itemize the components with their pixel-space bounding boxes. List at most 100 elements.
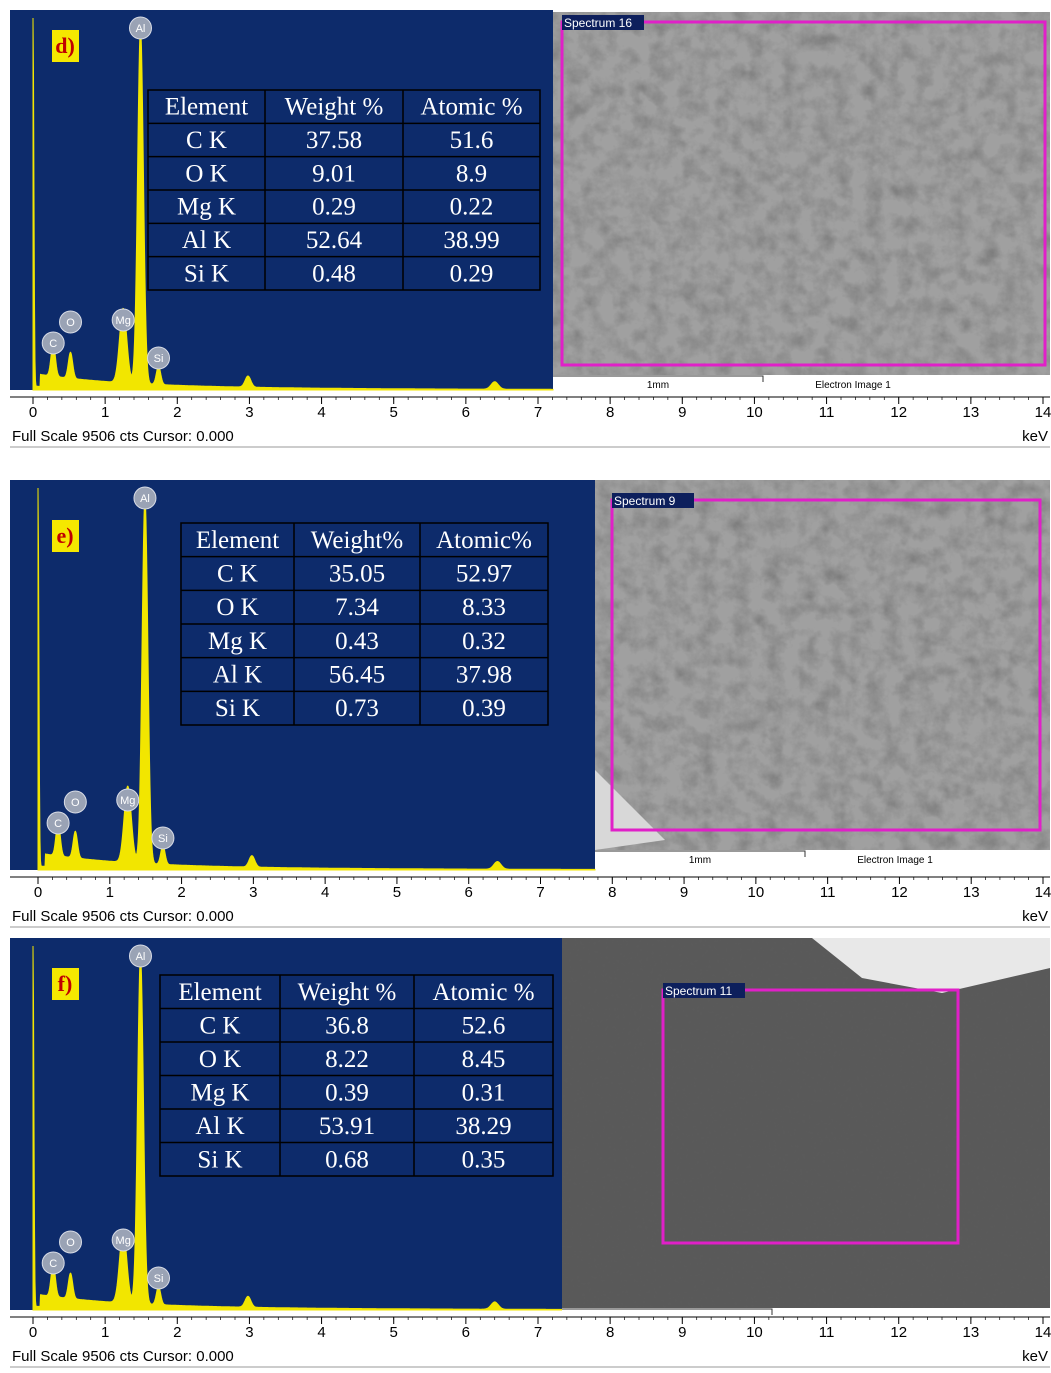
spectrum-plot-area [10, 480, 595, 870]
x-tick-label: 7 [534, 404, 542, 421]
panel-label: f) [58, 971, 73, 996]
spectrum-name-box [612, 493, 694, 508]
table-header: Weight % [285, 94, 384, 121]
spectrum-name: Spectrum 16 [564, 16, 632, 30]
table-cell: 0.68 [325, 1146, 369, 1173]
x-tick-label: 14 [1035, 884, 1051, 901]
spectrum-name: Spectrum 9 [614, 494, 676, 508]
x-tick-label: 8 [608, 884, 616, 901]
panel-label-box [52, 30, 79, 62]
footer: Full Scale 9506 cts Cursor: 0.000 [12, 1348, 234, 1365]
peak-label: Mg [120, 795, 135, 807]
panel-label: d) [55, 33, 75, 58]
x-tick-label: 1 [101, 404, 109, 421]
x-tick-label: 5 [393, 884, 401, 901]
x-tick-label: 8 [606, 404, 614, 421]
x-tick-label: 2 [173, 404, 181, 421]
table-cell: 0.48 [312, 260, 356, 287]
table-header: Weight% [311, 527, 403, 554]
sem-texture [595, 480, 1050, 850]
x-tick-label: 13 [963, 404, 980, 421]
table-cell: 51.6 [450, 127, 494, 154]
peak-label: O [66, 317, 75, 329]
table-cell: Mg K [208, 628, 267, 655]
spectrum-region [661, 988, 960, 1245]
table-cell: 0.43 [335, 628, 379, 655]
sem-bright-area [812, 938, 1050, 993]
table-cell: 53.91 [319, 1113, 375, 1140]
x-tick-label: 3 [249, 884, 257, 901]
table-cell: C K [186, 127, 227, 154]
table-cell: 56.45 [329, 662, 385, 689]
x-tick-label: 1 [101, 1324, 109, 1341]
peak-label: Si [158, 833, 168, 845]
panel-label-box [52, 968, 79, 1000]
peak-label: Al [140, 493, 150, 505]
table-header: Element [178, 979, 261, 1006]
x-tick-label: 4 [321, 884, 329, 901]
peak-marker [128, 944, 152, 968]
peak-label: C [54, 818, 62, 830]
table-cell: 0.32 [462, 628, 506, 655]
table-cell: 38.99 [443, 227, 499, 254]
table-cell: 52.64 [306, 227, 363, 254]
spectrum-region [560, 20, 1047, 367]
table-cell: 0.39 [325, 1079, 369, 1106]
table-cell: 35.05 [329, 561, 385, 588]
x-tick-label: 6 [465, 884, 473, 901]
table-cell: 0.31 [462, 1079, 506, 1106]
table-cell: Si K [215, 695, 260, 722]
peak-marker [133, 486, 157, 510]
peak-marker [41, 1251, 65, 1275]
table-header: Atomic% [436, 527, 532, 554]
x-axis-unit: keV [1022, 908, 1048, 925]
table-cell: 7.34 [335, 594, 379, 621]
scale-bar [595, 850, 806, 857]
table-cell: 8.9 [456, 160, 487, 187]
x-tick-label: 10 [748, 884, 765, 901]
panel-label: e) [56, 523, 73, 548]
table-cell: Al K [213, 662, 262, 689]
spectrum-name-box [663, 983, 745, 998]
peak-label: Mg [116, 315, 131, 327]
x-tick-label: 11 [819, 1324, 835, 1341]
scale-strip [553, 375, 1050, 388]
scale-label: 1mm [647, 380, 669, 391]
table-cell: Si K [197, 1146, 242, 1173]
table-cell: 0.29 [450, 260, 494, 287]
sem-texture [553, 12, 1050, 375]
x-tick-label: 9 [678, 404, 686, 421]
table-cell: Mg K [190, 1079, 249, 1106]
peak-marker [147, 1266, 171, 1290]
spectrum-plot-area [10, 938, 562, 1310]
x-tick-label: 14 [1035, 404, 1051, 421]
table-cell: 36.8 [325, 1012, 369, 1039]
x-tick-label: 9 [680, 884, 688, 901]
x-tick-label: 0 [34, 884, 42, 901]
x-tick-label: 12 [890, 404, 907, 421]
spectrum-name-box [562, 15, 644, 30]
table-cell: Mg K [177, 194, 236, 221]
x-tick-label: 12 [891, 884, 908, 901]
scale-bar [553, 375, 764, 382]
x-tick-label: 2 [177, 884, 185, 901]
scale-label: 1mm [689, 855, 711, 866]
x-tick-label: 6 [462, 1324, 470, 1341]
table-cell: 9.01 [312, 160, 356, 187]
x-tick-label: 4 [317, 404, 325, 421]
x-tick-label: 2 [173, 1324, 181, 1341]
x-tick-label: 5 [390, 404, 398, 421]
sem-texture [562, 938, 1050, 1308]
image-caption: Electron Image 1 [815, 380, 891, 391]
table-cell: 0.35 [462, 1146, 506, 1173]
x-tick-label: 13 [963, 1324, 980, 1341]
table-cell: 37.98 [456, 662, 512, 689]
table-header: Weight % [298, 979, 397, 1006]
x-tick-label: 1 [106, 884, 114, 901]
table-header: Atomic % [420, 94, 522, 121]
table-cell: Si K [184, 260, 229, 287]
x-tick-label: 0 [29, 404, 37, 421]
x-tick-label: 10 [746, 1324, 763, 1341]
x-tick-label: 4 [317, 1324, 325, 1341]
